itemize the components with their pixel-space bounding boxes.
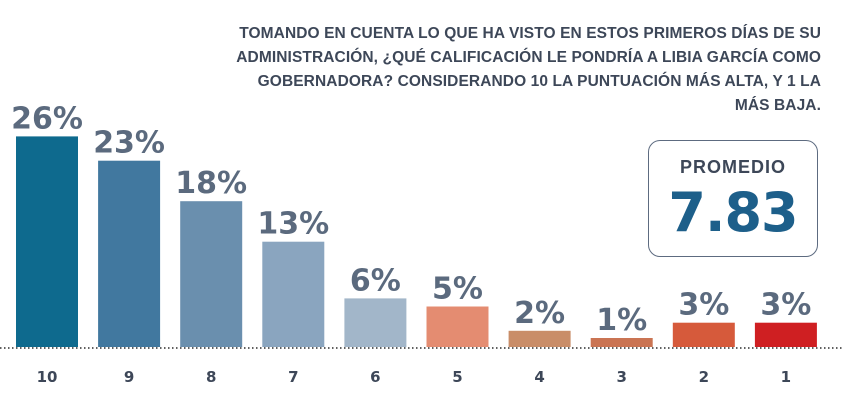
average-label: PROMEDIO bbox=[679, 157, 786, 177]
bar-4 bbox=[508, 330, 571, 347]
x-tick-4: 4 bbox=[534, 368, 544, 386]
x-tick-9: 9 bbox=[124, 368, 134, 386]
x-tick-6: 6 bbox=[370, 368, 380, 386]
x-tick-5: 5 bbox=[452, 368, 462, 386]
value-label-2: 3% bbox=[678, 288, 729, 323]
x-tick-2: 2 bbox=[699, 368, 709, 386]
value-label-10: 26% bbox=[11, 101, 83, 136]
average-value: 7.83 bbox=[668, 181, 798, 244]
x-tick-3: 3 bbox=[616, 368, 626, 386]
bar-5 bbox=[426, 306, 489, 347]
x-tick-8: 8 bbox=[206, 368, 216, 386]
value-label-9: 23% bbox=[93, 126, 165, 161]
bar-6 bbox=[344, 298, 407, 347]
x-tick-10: 10 bbox=[37, 368, 58, 386]
value-label-3: 1% bbox=[596, 303, 647, 338]
x-tick-1: 1 bbox=[781, 368, 791, 386]
bar-8 bbox=[180, 201, 243, 347]
value-label-7: 13% bbox=[257, 207, 329, 242]
value-label-8: 18% bbox=[175, 166, 247, 201]
question-text: TOMANDO EN CUENTA LO QUE HA VISTO EN EST… bbox=[236, 25, 821, 114]
bar-2 bbox=[672, 322, 735, 347]
bar-9 bbox=[98, 160, 161, 347]
bar-10 bbox=[16, 136, 78, 347]
value-label-1: 3% bbox=[760, 288, 811, 323]
average-box: PROMEDIO 7.83 bbox=[648, 140, 818, 257]
value-label-4: 2% bbox=[514, 296, 565, 331]
bar-7 bbox=[262, 241, 325, 347]
value-label-6: 6% bbox=[350, 263, 401, 298]
value-label-5: 5% bbox=[432, 272, 483, 307]
x-tick-7: 7 bbox=[288, 368, 298, 386]
bar-3 bbox=[590, 338, 653, 347]
bar-1 bbox=[754, 322, 817, 347]
